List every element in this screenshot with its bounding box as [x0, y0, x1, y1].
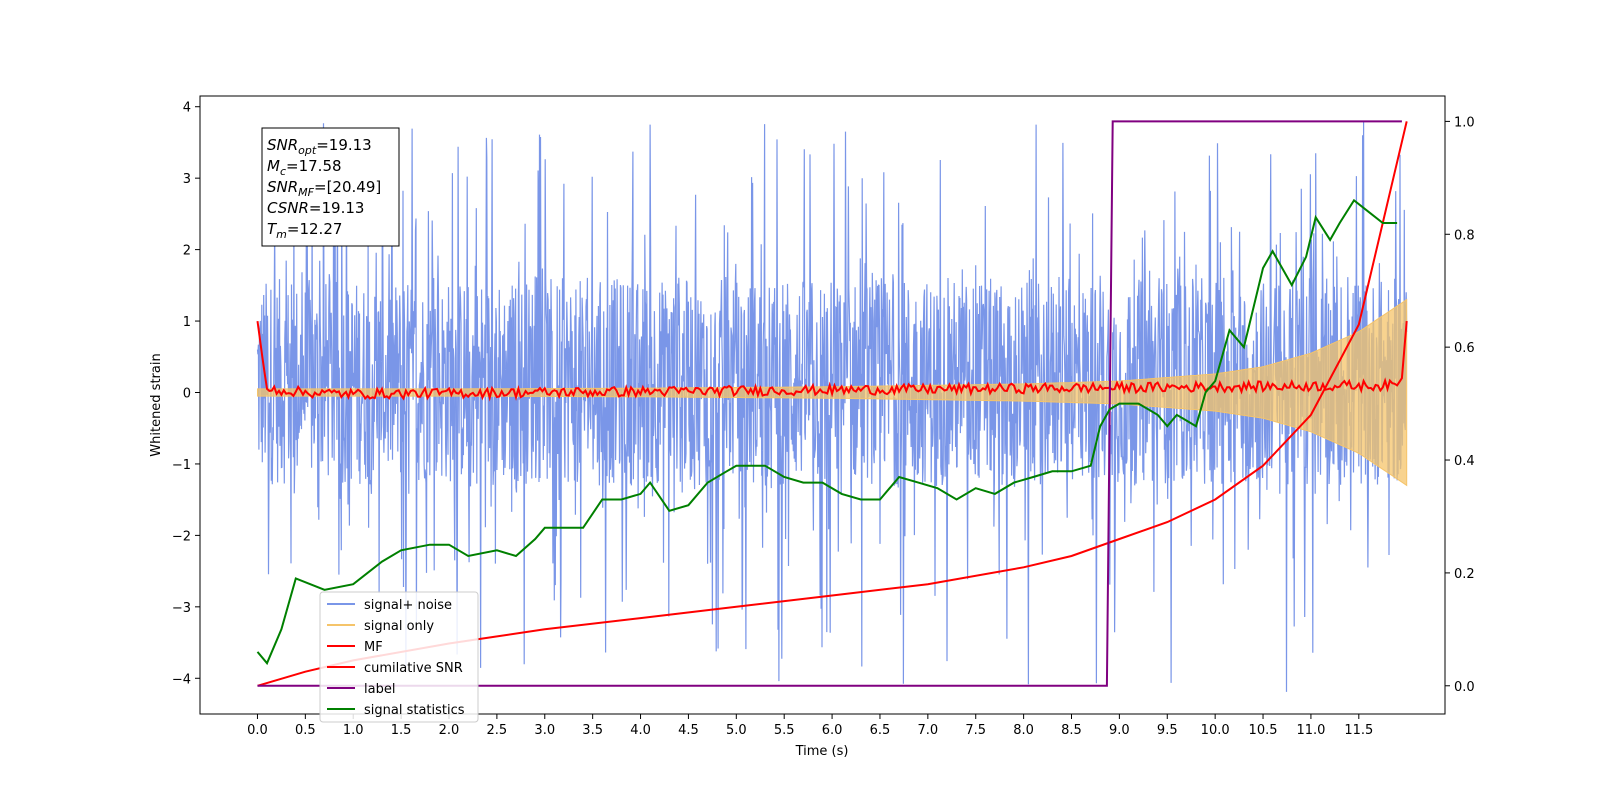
y-left-tick-label: −2 — [172, 529, 191, 544]
x-tick-label: 3.0 — [534, 723, 555, 738]
x-tick-label: 9.0 — [1109, 723, 1130, 738]
annotation-box: SNRopt=19.13Mc=17.58SNRMF=[20.49]CSNR=19… — [261, 127, 400, 247]
legend: signal+ noise signal only MF cumilative SNR… — [319, 591, 479, 723]
y-left-tick-label: −4 — [172, 672, 191, 687]
x-tick-label: 11.0 — [1296, 723, 1325, 738]
x-tick-label: 1.0 — [343, 723, 364, 738]
x-tick-label: 6.0 — [822, 723, 843, 738]
x-tick-label: 0.5 — [295, 723, 316, 738]
legend-label: label — [364, 682, 395, 697]
x-tick-label: 7.5 — [965, 723, 986, 738]
x-tick-label: 10.5 — [1249, 723, 1278, 738]
plot-frame — [199, 95, 1446, 715]
y-left-tick-label: 2 — [183, 244, 191, 259]
axes-layer: 0.0 0.5 1.0 1.5 2.0 2.5 3.0 3.5 4.0 4.5 5.0 5.5 6.0 6… — [172, 101, 1475, 738]
label-line — [257, 120, 1402, 687]
x-axis-label: Time (s) — [795, 744, 849, 759]
y-left-tick-label: 4 — [183, 101, 191, 116]
x-tick-label: 8.5 — [1061, 723, 1082, 738]
y-right-tick-label: 0.8 — [1454, 228, 1475, 243]
x-tick-label: 5.0 — [726, 723, 747, 738]
annotation-line: Mc=17.58 — [267, 157, 342, 178]
y-left-tick-label: 0 — [183, 386, 191, 401]
legend-label: signal only — [364, 619, 434, 634]
x-tick-label: 4.5 — [678, 723, 699, 738]
x-tick-label: 1.5 — [391, 723, 412, 738]
legend-label: cumilative SNR — [364, 661, 463, 676]
y-right-tick-label: 0.2 — [1454, 567, 1475, 582]
annotation-line: SNRopt=19.13 — [267, 136, 372, 157]
x-tick-label: 0.0 — [247, 723, 268, 738]
y-axis-label: Whitened strain — [149, 353, 164, 456]
series-layer — [256, 120, 1408, 692]
signal-statistics-line — [256, 198, 1398, 666]
legend-label: signal statistics — [364, 703, 465, 718]
x-tick-label: 5.5 — [774, 723, 795, 738]
y-left-tick-label: 1 — [183, 315, 191, 330]
x-tick-label: 7.0 — [918, 723, 939, 738]
y-right-tick-label: 0.0 — [1454, 680, 1475, 695]
y-left-tick-label: 3 — [183, 172, 191, 187]
x-tick-label: 4.0 — [630, 723, 651, 738]
x-tick-label: 8.0 — [1013, 723, 1034, 738]
x-tick-label: 6.5 — [870, 723, 891, 738]
x-tick-label: 10.0 — [1201, 723, 1230, 738]
legend-frame — [319, 591, 479, 723]
x-tick-label: 2.5 — [487, 723, 508, 738]
x-tick-label: 9.5 — [1157, 723, 1178, 738]
y-right-tick-label: 1.0 — [1454, 115, 1475, 130]
x-tick-label: 2.0 — [439, 723, 460, 738]
y-right-tick-label: 0.6 — [1454, 341, 1475, 356]
mf-line — [256, 320, 1408, 402]
y-right-tick-label: 0.4 — [1454, 454, 1475, 469]
x-tick-label: 3.5 — [582, 723, 603, 738]
annotation-line: CSNR=19.13 — [267, 199, 364, 217]
legend-label: signal+ noise — [364, 598, 452, 613]
x-tick-label: 11.5 — [1344, 723, 1373, 738]
y-left-tick-label: −1 — [172, 458, 191, 473]
annotation-frame — [261, 127, 400, 247]
y-left-tick-label: −3 — [172, 601, 191, 616]
annotation-line: Tm=12.27 — [267, 220, 342, 241]
legend-label: MF — [364, 640, 383, 655]
annotation-line: SNRMF=[20.49] — [267, 178, 381, 199]
